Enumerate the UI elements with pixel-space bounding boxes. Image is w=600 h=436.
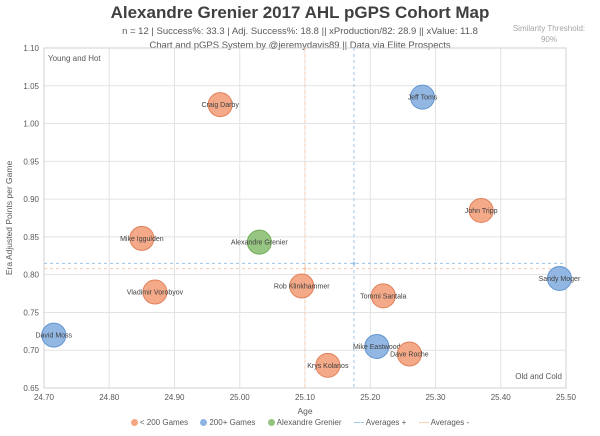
corner-label-old-cold: Old and Cold <box>515 372 562 381</box>
x-tick-label: 25.20 <box>360 393 381 402</box>
x-tick-label: 24.80 <box>99 393 120 402</box>
legend-item-player: Alexandre Grenier <box>267 418 342 427</box>
x-tick-label: 24.90 <box>164 393 185 402</box>
data-point-label: Craig Darby <box>201 102 239 109</box>
data-point <box>41 322 67 348</box>
y-tick-label: 0.85 <box>23 233 39 242</box>
x-tick-label: 25.00 <box>230 393 251 402</box>
data-point-label: Mike Eastwood <box>353 344 401 351</box>
threshold-value: 90% <box>540 35 557 44</box>
legend-swatch-player <box>267 419 275 426</box>
legend-swatch-under200 <box>130 419 138 426</box>
data-point <box>468 197 494 223</box>
y-tick-label: 1.10 <box>23 44 39 53</box>
legend-swatch-avg-plus <box>353 422 364 423</box>
y-tick-label: 0.75 <box>23 308 39 317</box>
legend-label-player: Alexandre Grenier <box>276 418 342 427</box>
similarity-threshold: Similarity Threshold: 90% <box>504 23 594 45</box>
data-point <box>364 333 390 359</box>
legend-item-under200: < 200 Games <box>130 418 189 427</box>
data-point-label: Mike Iggulden <box>120 236 164 243</box>
data-point-label: Jeff Toms <box>408 95 438 102</box>
x-axis-title: Age <box>297 406 312 416</box>
corner-label-young-hot: Young and Hot <box>48 54 101 63</box>
data-point <box>289 273 315 299</box>
data-point-label: Rob Klinkhammer <box>274 284 330 291</box>
legend-label-under200: < 200 Games <box>139 418 189 427</box>
y-tick-label: 0.80 <box>23 271 39 280</box>
data-point-label: Vladimir Vorobyov <box>127 290 184 297</box>
y-tick-label: 0.95 <box>23 157 39 166</box>
data-point <box>207 92 233 118</box>
data-point <box>142 279 168 305</box>
data-point <box>370 283 396 309</box>
legend-item-avg-minus: Averages - <box>418 418 470 427</box>
y-tick-label: 0.70 <box>23 346 39 355</box>
y-tick-label: 1.00 <box>23 120 39 129</box>
chart-subtitle-credits: Chart and pGPS System by @jeremydavis89 … <box>149 40 451 51</box>
threshold-label: Similarity Threshold: <box>512 24 586 33</box>
data-point-label: Alexandre Grenier <box>231 240 288 247</box>
legend-swatch-over200 <box>200 419 208 426</box>
averages-plus-marker <box>352 261 356 265</box>
legend-item-avg-plus: Averages + <box>353 418 407 427</box>
data-point-label: Dave Roche <box>390 352 429 359</box>
y-tick-label: 0.90 <box>23 195 39 204</box>
data-point <box>129 225 155 251</box>
chart-title: Alexandre Grenier 2017 AHL pGPS Cohort M… <box>110 3 490 22</box>
data-point <box>546 265 572 291</box>
legend-swatch-avg-minus <box>418 422 429 423</box>
x-tick-label: 24.70 <box>34 393 55 402</box>
chart-legend: < 200 Games 200+ Games Alexandre Grenier… <box>0 418 600 427</box>
legend-label-over200: 200+ Games <box>209 418 256 427</box>
y-axis-title: Era Adjusted Points per Game <box>4 161 14 276</box>
data-point-label: Tommi Santala <box>360 293 406 300</box>
y-tick-label: 1.05 <box>23 82 39 91</box>
data-point <box>409 84 435 110</box>
data-point <box>396 341 422 367</box>
data-point-label: John Tripp <box>465 208 498 215</box>
averages-minus-marker <box>303 267 307 271</box>
chart-subtitle-stats: n = 12 | Success%: 33.3 | Adj. Success%:… <box>122 26 478 37</box>
data-point <box>246 229 272 255</box>
legend-label-avg-minus: Averages - <box>430 418 470 427</box>
x-tick-label: 25.30 <box>425 393 446 402</box>
legend-item-over200: 200+ Games <box>200 418 255 427</box>
x-tick-label: 25.10 <box>295 393 316 402</box>
y-tick-label: 0.65 <box>23 384 39 393</box>
legend-label-avg-plus: Averages + <box>365 418 407 427</box>
x-tick-label: 25.50 <box>556 393 577 402</box>
data-point <box>315 352 341 378</box>
x-tick-label: 25.40 <box>491 393 512 402</box>
data-point-label: Sandy Moger <box>539 276 581 283</box>
data-point-label: David Moss <box>35 333 72 340</box>
data-point-label: Krys Kolanos <box>307 363 349 370</box>
